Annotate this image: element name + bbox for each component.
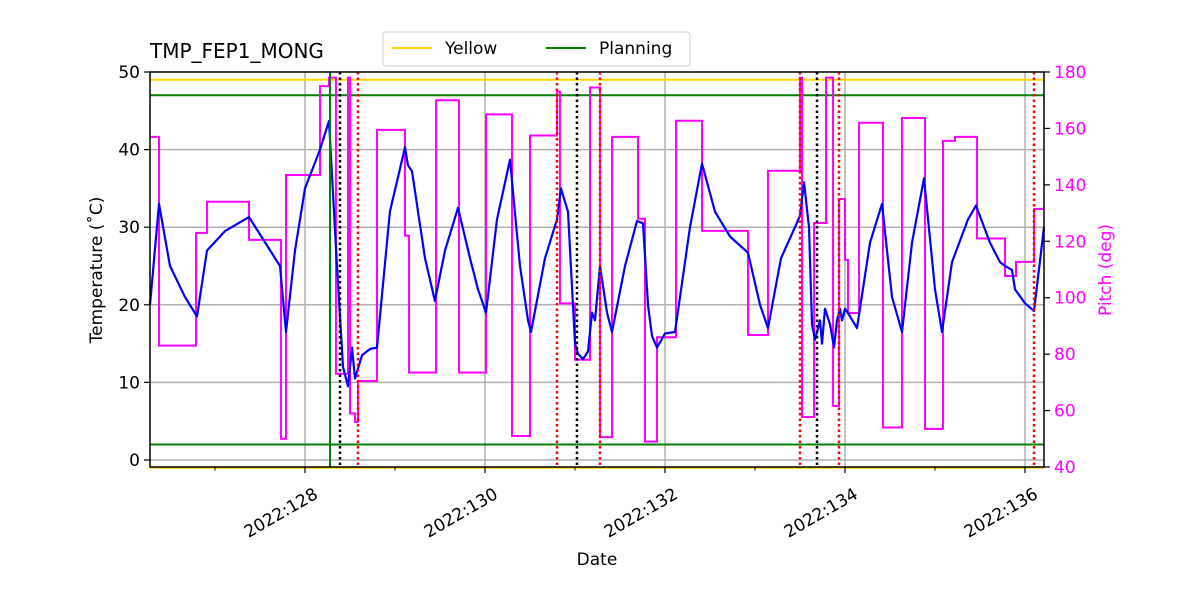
event-lines (329, 72, 1036, 467)
y-axis-label: Temperature (˚C) (86, 197, 107, 345)
pitch-series (150, 76, 1044, 443)
y2-tick-label: 80 (1054, 345, 1076, 365)
x-axis-label: Date (577, 550, 618, 570)
y2-tick-label: 40 (1054, 458, 1076, 478)
y2-tick-label: 60 (1054, 402, 1076, 422)
legend-yellow-label: Yellow (444, 39, 497, 59)
y-tick-label: 10 (118, 373, 140, 393)
y-tick-label: 20 (118, 296, 140, 316)
plot-frame (149, 71, 1045, 468)
y2-tick-label: 160 (1054, 119, 1086, 139)
y2-tick-label: 140 (1054, 176, 1086, 196)
temperature-series (148, 119, 1046, 388)
y-tick-label: 30 (118, 218, 140, 238)
y-tick-label: 40 (118, 141, 140, 161)
y2-tick-label: 100 (1054, 289, 1086, 309)
y2-tick-label: 120 (1054, 232, 1086, 252)
legend-box (382, 31, 691, 67)
legend-planning-label: Planning (599, 39, 672, 59)
legend: Yellow Planning (382, 31, 691, 67)
limit-lines (150, 78, 1044, 469)
y-tick-label: 0 (129, 451, 140, 471)
y2-axis-label: Pitch (deg) (1096, 224, 1116, 316)
y2-tick-label: 180 (1054, 63, 1086, 83)
y-tick-label: 50 (118, 63, 140, 83)
chart-title: TMP_FEP1_MONG (149, 39, 324, 63)
temperature-line (148, 119, 1046, 388)
pitch-line (150, 76, 1044, 443)
